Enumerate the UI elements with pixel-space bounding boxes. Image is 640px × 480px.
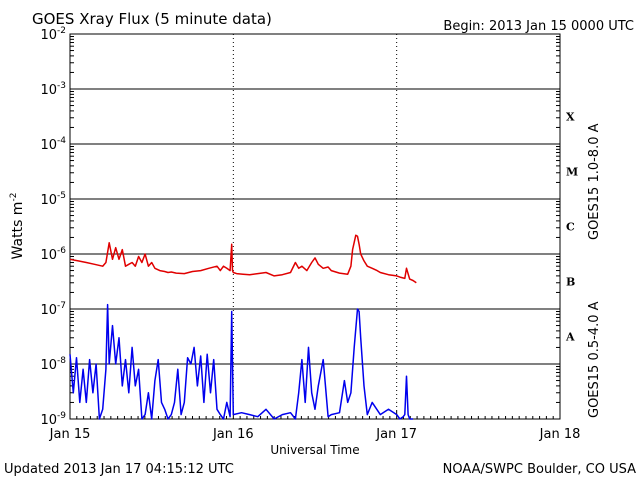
y-tick-label: 10-6 (40, 246, 66, 263)
y-axis: 10-2 10-3 10-4 10-5 10-6 10-7 10-8 10-9 (40, 26, 560, 428)
flare-class-c: C (566, 221, 575, 234)
flare-class-m: M (566, 166, 578, 179)
y-tick-label: 10-7 (40, 301, 66, 318)
updated-label: Updated 2013 Jan 17 04:15:12 UTC (4, 462, 234, 477)
plot-area (69, 33, 561, 420)
series-line-0 (69, 234, 417, 284)
x-tick-label: Jan 15 (49, 427, 91, 442)
y-tick-label: 10-4 (40, 136, 66, 153)
x-tick-label: Jan 16 (212, 427, 254, 442)
series-line-1 (69, 303, 413, 420)
begin-label: Begin: 2013 Jan 15 0000 UTC (443, 19, 634, 34)
x-tick-label: Jan 17 (375, 427, 417, 442)
chart-title: GOES Xray Flux (5 minute data) (32, 10, 272, 28)
y-tick-label: 10-5 (40, 191, 66, 208)
series-lines (69, 234, 417, 420)
source-label: NOAA/SWPC Boulder, CO USA (443, 462, 636, 477)
flare-class-a: A (565, 331, 575, 344)
flare-class-b: B (566, 276, 575, 289)
y-tick-label: 10-9 (40, 411, 66, 428)
flare-class-x: X (566, 111, 575, 124)
y-axis-label: Watts m-2 (9, 193, 26, 260)
grid (70, 34, 560, 419)
x-axis: Jan 15 Jan 16 Jan 17 Jan 18 (49, 411, 581, 442)
x-axis-label: Universal Time (270, 443, 359, 457)
y-tick-label: 10-3 (40, 81, 66, 98)
legend-goes15-long: GOES15 1.0-8.0 A (587, 123, 602, 240)
y-tick-label: 10-2 (40, 26, 66, 43)
y-tick-label: 10-8 (40, 356, 66, 373)
legend-goes15-short: GOES15 0.5-4.0 A (587, 301, 602, 418)
flare-class-labels: X M C B A (565, 111, 578, 344)
x-tick-label: Jan 18 (539, 427, 581, 442)
